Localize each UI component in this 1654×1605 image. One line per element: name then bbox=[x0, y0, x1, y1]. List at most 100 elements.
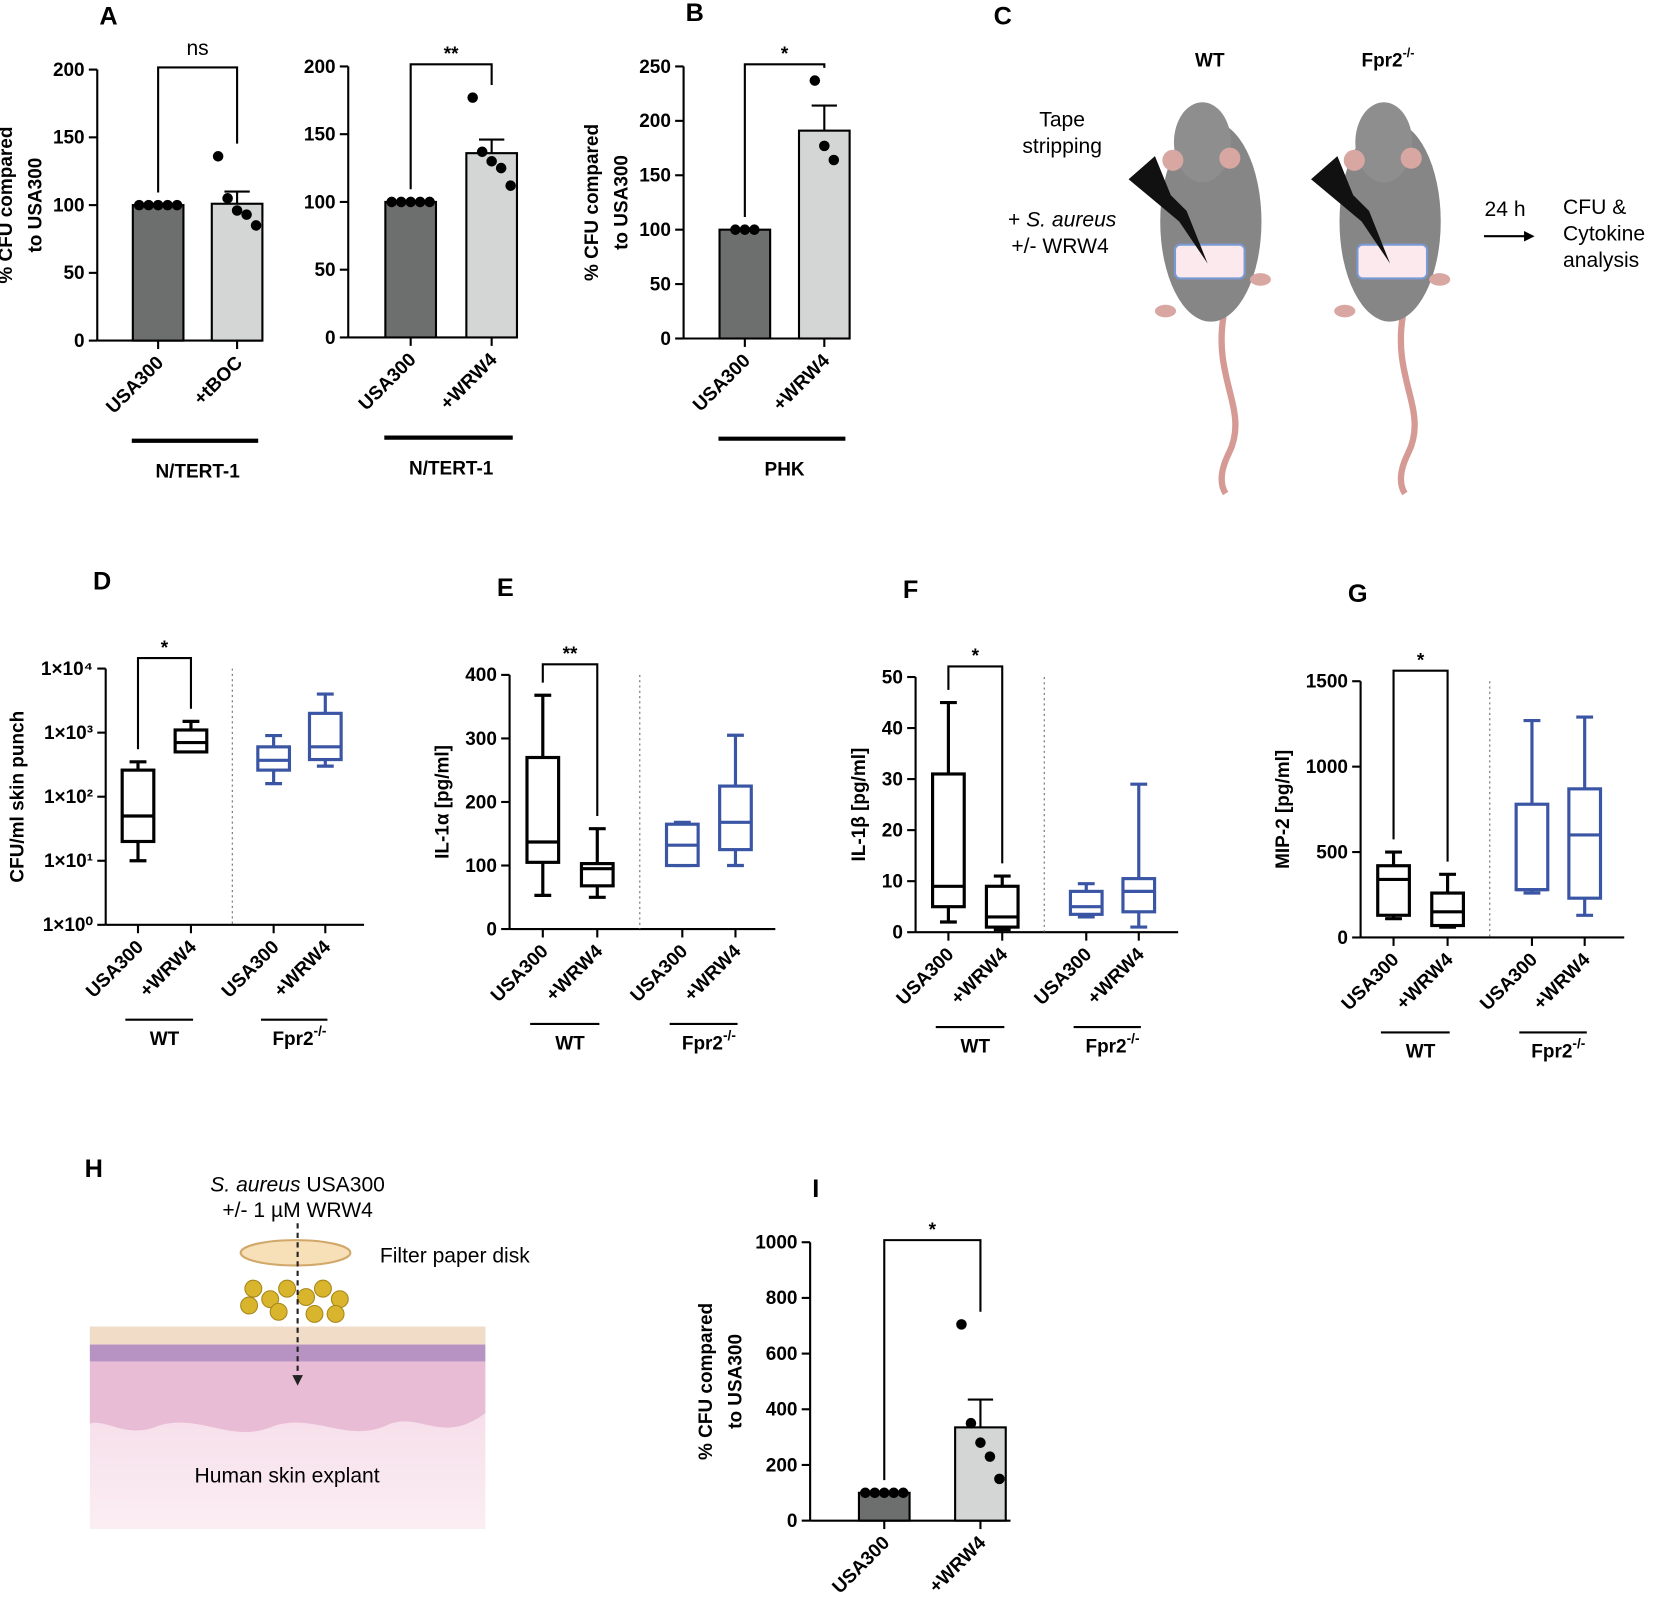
y-tick-label: 50 bbox=[882, 667, 903, 688]
panel-label: B bbox=[686, 0, 704, 27]
strain-label: Fpr2-/- bbox=[1361, 46, 1414, 71]
y-tick-label: 50 bbox=[650, 274, 671, 295]
x-tick-label: +WRW4 bbox=[769, 350, 834, 415]
data-point bbox=[250, 220, 262, 231]
group-name: Fpr2 bbox=[1531, 1042, 1572, 1063]
epidermis bbox=[89, 1360, 486, 1432]
bar bbox=[131, 204, 185, 342]
data-point bbox=[897, 1487, 909, 1499]
y-tick-label: 1000 bbox=[755, 1233, 797, 1254]
box bbox=[525, 755, 561, 864]
y-tick-label: 1×10¹ bbox=[44, 851, 93, 872]
data-point bbox=[965, 1417, 977, 1429]
inoculum-prefix: + bbox=[1008, 209, 1020, 232]
significance-bracket bbox=[157, 66, 239, 193]
filter-disk bbox=[239, 1239, 352, 1267]
x-tick-label: +WRW4 bbox=[925, 1532, 990, 1597]
y-tick-label: 20 bbox=[882, 820, 903, 841]
y-axis-label: % CFU compared bbox=[0, 127, 17, 284]
y-tick-label: 250 bbox=[639, 57, 671, 78]
panel-label: D bbox=[93, 567, 111, 595]
data-point bbox=[878, 1487, 890, 1499]
data-point bbox=[994, 1473, 1005, 1485]
inoculum: S. aureus USA300 bbox=[210, 1174, 385, 1197]
x-tick-label: +tBOC bbox=[190, 352, 247, 409]
strain-sup: -/- bbox=[1403, 46, 1415, 60]
y-tick-label: 1×10² bbox=[44, 787, 93, 808]
group-name: WT bbox=[150, 1029, 180, 1050]
group-name: WT bbox=[961, 1036, 991, 1057]
y-tick-label: 0 bbox=[1337, 928, 1348, 949]
readout: CFU & bbox=[1563, 196, 1626, 219]
data-point bbox=[860, 1487, 871, 1499]
y-tick-label: 1500 bbox=[1306, 672, 1348, 693]
treatment: stripping bbox=[1022, 135, 1102, 158]
data-point bbox=[222, 193, 233, 204]
disk-label: Filter paper disk bbox=[380, 1244, 530, 1267]
group-label: WT bbox=[961, 1036, 991, 1057]
stratum-corneum bbox=[89, 1326, 486, 1345]
bar bbox=[384, 200, 438, 339]
group-label: N/TERT-1 bbox=[409, 459, 494, 480]
inhibitor: +/- WRW4 bbox=[1011, 235, 1109, 258]
y-axis-label: to USA300 bbox=[612, 155, 633, 250]
group-sup: -/- bbox=[1127, 1031, 1140, 1046]
significance: * bbox=[161, 638, 169, 659]
mouse bbox=[1311, 102, 1451, 496]
y-tick-label: 600 bbox=[766, 1344, 798, 1365]
panel-label: G bbox=[1348, 580, 1368, 608]
data-point bbox=[869, 1487, 881, 1499]
y-tick-label: 1×10⁴ bbox=[41, 659, 93, 680]
strain: USA300 bbox=[306, 1174, 385, 1197]
data-point bbox=[730, 224, 741, 235]
significance: ns bbox=[186, 37, 208, 60]
y-tick-label: 0 bbox=[892, 923, 903, 944]
strain-label: WT bbox=[1195, 50, 1225, 71]
data-point bbox=[828, 154, 840, 166]
x-tick-label: +WRW4 bbox=[947, 944, 1012, 1009]
group-label: Fpr2-/- bbox=[272, 1024, 326, 1050]
significance: * bbox=[929, 1220, 937, 1241]
group-label: WT bbox=[150, 1029, 180, 1050]
arrow-head bbox=[292, 1375, 303, 1386]
group-label: Fpr2-/- bbox=[1085, 1031, 1139, 1057]
y-tick-label: 1000 bbox=[1306, 757, 1348, 778]
data-point bbox=[395, 196, 407, 208]
mouse bbox=[1128, 102, 1271, 496]
y-tick-label: 200 bbox=[304, 57, 336, 78]
y-tick-label: 0 bbox=[74, 331, 85, 352]
group-label: WT bbox=[1406, 1042, 1436, 1063]
data-point bbox=[152, 199, 164, 211]
data-point bbox=[386, 196, 397, 208]
significance-bracket bbox=[947, 665, 1004, 864]
box bbox=[1068, 889, 1104, 916]
y-axis-label: % CFU compared bbox=[696, 1303, 717, 1460]
y-tick-label: 30 bbox=[882, 769, 903, 790]
significance-bracket bbox=[541, 663, 599, 817]
granular-layer bbox=[89, 1344, 486, 1362]
y-tick-label: 200 bbox=[53, 60, 85, 81]
significance-bracket bbox=[136, 656, 193, 750]
data-point bbox=[424, 196, 435, 208]
y-tick-label: 400 bbox=[766, 1400, 798, 1421]
group-name: Fpr2 bbox=[272, 1029, 313, 1050]
x-tick-label: +WRW4 bbox=[136, 936, 201, 1001]
box bbox=[1430, 891, 1465, 928]
x-tick-label: USA300 bbox=[487, 941, 553, 1007]
box bbox=[984, 884, 1020, 929]
x-tick-label: USA300 bbox=[829, 1533, 895, 1599]
group-sup: -/- bbox=[723, 1028, 736, 1043]
x-tick-label: USA300 bbox=[689, 350, 755, 416]
y-axis-label: to USA300 bbox=[25, 158, 46, 253]
group-name: WT bbox=[555, 1033, 585, 1054]
data-point bbox=[495, 162, 507, 174]
data-point bbox=[956, 1319, 967, 1330]
significance: ** bbox=[444, 44, 459, 65]
data-point bbox=[414, 196, 426, 208]
x-tick-label: +WRW4 bbox=[542, 941, 607, 1006]
y-tick-label: 0 bbox=[787, 1511, 798, 1532]
x-tick-label: +WRW4 bbox=[1530, 949, 1595, 1014]
box bbox=[173, 728, 209, 754]
y-tick-label: 200 bbox=[465, 792, 497, 813]
panel-label: A bbox=[99, 2, 117, 30]
